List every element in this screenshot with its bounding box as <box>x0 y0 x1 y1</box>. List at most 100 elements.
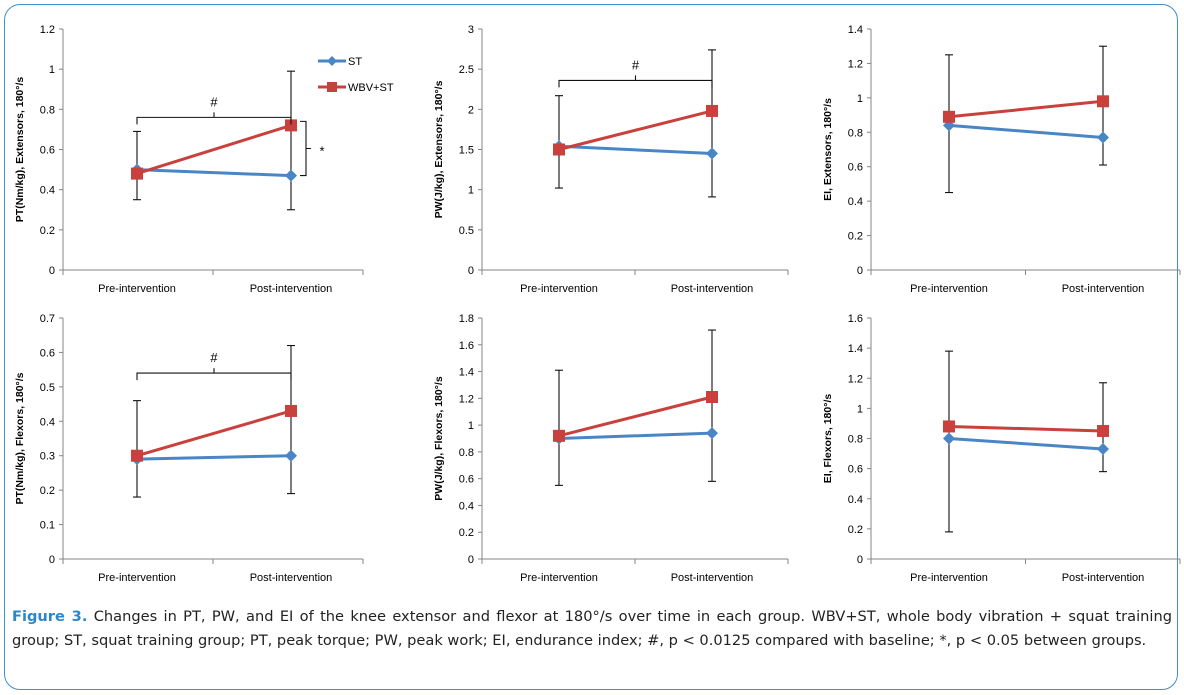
y-tick-label: 0 <box>857 554 863 566</box>
y-tick-label: 1 <box>49 64 55 76</box>
data-point-st <box>285 449 297 462</box>
chart-panel-4: 0 0.1 0.2 0.3 0.4 0.5 0.6 0.7 Pre-intervention Po… <box>14 313 364 584</box>
legend-marker-wbv-st <box>327 82 337 92</box>
series-line-st <box>558 431 713 440</box>
charts-canvas: 0 0.2 0.4 0.6 0.8 1 1.2 Pre-intervention Post-in… <box>14 24 1181 584</box>
legend: ST WBV+ST <box>318 56 394 94</box>
series-line-wbv-st <box>948 99 1104 119</box>
data-point-st <box>1097 443 1109 456</box>
x-tick-label: Pre-intervention <box>520 283 598 295</box>
between-group-bracket <box>300 120 311 177</box>
y-axis-label: EI, Extensors, 180°/s <box>822 98 834 201</box>
y-tick-label: 0.4 <box>848 196 863 208</box>
y-tick-label: 0.2 <box>40 485 55 497</box>
y-tick-label: 1.2 <box>848 58 863 70</box>
legend-label-st: ST <box>348 56 362 68</box>
y-axis-label: PT(Nm/kg), Extensors, 180°/s <box>14 77 26 223</box>
significance-bracket <box>136 112 292 125</box>
hash-annotation: # <box>210 94 218 109</box>
data-point-wbv-st <box>706 390 718 403</box>
y-tick-label: 0.7 <box>40 313 55 325</box>
hash-annotation: # <box>210 350 218 365</box>
y-tick-label: 1.4 <box>459 367 474 379</box>
y-tick-label: 1.6 <box>848 313 863 325</box>
y-tick-label: 1.5 <box>459 145 474 157</box>
legend-marker-st <box>327 56 337 66</box>
x-tick-label: Pre-intervention <box>520 572 598 584</box>
significance-bracket <box>136 368 292 381</box>
series-line-st <box>558 144 713 156</box>
data-point-wbv-st <box>553 429 565 442</box>
y-tick-label: 0.8 <box>459 447 474 459</box>
chart-panel-1: 0 0.2 0.4 0.6 0.8 1 1.2 Pre-intervention Post-in… <box>14 24 394 295</box>
series-line-wbv-st <box>558 109 713 151</box>
caption-text: Changes in PT, PW, and EI of the knee ex… <box>12 608 1172 649</box>
hash-annotation: # <box>632 57 640 72</box>
y-tick-label: 1.2 <box>848 373 863 385</box>
y-tick-label: 1.2 <box>40 24 55 36</box>
y-tick-label: 0.2 <box>848 524 863 536</box>
y-tick-label: 0.8 <box>848 127 863 139</box>
caption-label: Figure 3. <box>12 608 88 625</box>
data-point-wbv-st <box>943 110 955 123</box>
x-tick-label: Pre-intervention <box>98 283 176 295</box>
y-tick-label: 0 <box>857 265 863 277</box>
y-tick-label: 0 <box>49 554 55 566</box>
series-line-wbv-st <box>948 424 1104 433</box>
y-tick-label: 0.6 <box>40 145 55 157</box>
x-tick-label: Post-intervention <box>1062 572 1145 584</box>
series-line-st <box>136 454 292 461</box>
data-point-st <box>1097 131 1109 144</box>
x-tick-label: Post-intervention <box>671 572 754 584</box>
y-tick-label: 0.1 <box>40 520 55 532</box>
y-axis-label: EI, Flexors, 180°/s <box>822 394 834 484</box>
y-tick-label: 0.5 <box>459 225 474 237</box>
y-tick-label: 0.6 <box>848 464 863 476</box>
y-tick-label: 0.4 <box>40 416 55 428</box>
y-tick-label: 0.6 <box>459 474 474 486</box>
y-tick-label: 0.3 <box>40 451 55 463</box>
y-tick-label: 1 <box>857 403 863 415</box>
y-tick-label: 1.2 <box>459 393 474 405</box>
x-tick-label: Post-intervention <box>671 283 754 295</box>
data-point-wbv-st <box>943 420 955 433</box>
y-tick-label: 0.8 <box>40 104 55 116</box>
y-tick-label: 1 <box>857 93 863 105</box>
y-tick-label: 0.6 <box>40 347 55 359</box>
y-tick-label: 1 <box>468 185 474 197</box>
data-point-wbv-st <box>706 104 718 117</box>
data-point-wbv-st <box>285 119 297 132</box>
data-point-st <box>706 147 718 160</box>
figure-caption: Figure 3. Changes in PT, PW, and EI of t… <box>12 605 1172 652</box>
x-tick-label: Pre-intervention <box>98 572 176 584</box>
y-tick-label: 0.4 <box>40 185 55 197</box>
y-tick-label: 1.4 <box>848 343 863 355</box>
y-tick-label: 1.6 <box>459 340 474 352</box>
data-point-wbv-st <box>285 404 297 417</box>
x-tick-label: Post-intervention <box>250 283 333 295</box>
y-tick-label: 0.4 <box>848 494 863 506</box>
series-line-st <box>136 168 292 178</box>
y-tick-label: 0 <box>468 265 474 277</box>
data-point-wbv-st <box>131 449 143 462</box>
chart-panel-6: 0 0.2 0.4 0.6 0.8 1 1.2 1.4 1.6 Pre-intervention P… <box>822 313 1181 584</box>
y-tick-label: 3 <box>468 24 474 36</box>
legend-label-wbv-st: WBV+ST <box>348 82 394 94</box>
series-line-wbv-st <box>136 123 292 176</box>
chart-panel-3: 0 0.2 0.4 0.6 0.8 1 1.2 1.4 Pre-intervention Post… <box>822 24 1181 295</box>
figure-frame <box>4 4 1178 690</box>
y-tick-label: 0 <box>468 554 474 566</box>
data-point-st <box>285 169 297 182</box>
y-tick-label: 2 <box>468 104 474 116</box>
chart-panel-5: 0 0.2 0.4 0.6 0.8 1 1.2 1.4 1.6 1.8 Pre-interventi… <box>433 313 789 584</box>
series-line-wbv-st <box>558 395 713 438</box>
data-point-st <box>706 427 718 440</box>
y-axis-label: PW(J/kg), Flexors, 180°/s <box>433 376 445 501</box>
data-point-st <box>943 432 955 445</box>
y-tick-label: 0.6 <box>848 162 863 174</box>
y-tick-label: 1 <box>468 420 474 432</box>
significance-bracket <box>558 75 713 88</box>
y-tick-label: 1.4 <box>848 24 863 36</box>
y-tick-label: 0.2 <box>848 231 863 243</box>
y-axis-label: PT(Nm/kg), Flexors, 180°/s <box>14 372 26 504</box>
